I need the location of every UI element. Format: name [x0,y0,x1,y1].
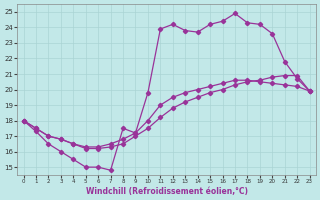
X-axis label: Windchill (Refroidissement éolien,°C): Windchill (Refroidissement éolien,°C) [85,187,248,196]
